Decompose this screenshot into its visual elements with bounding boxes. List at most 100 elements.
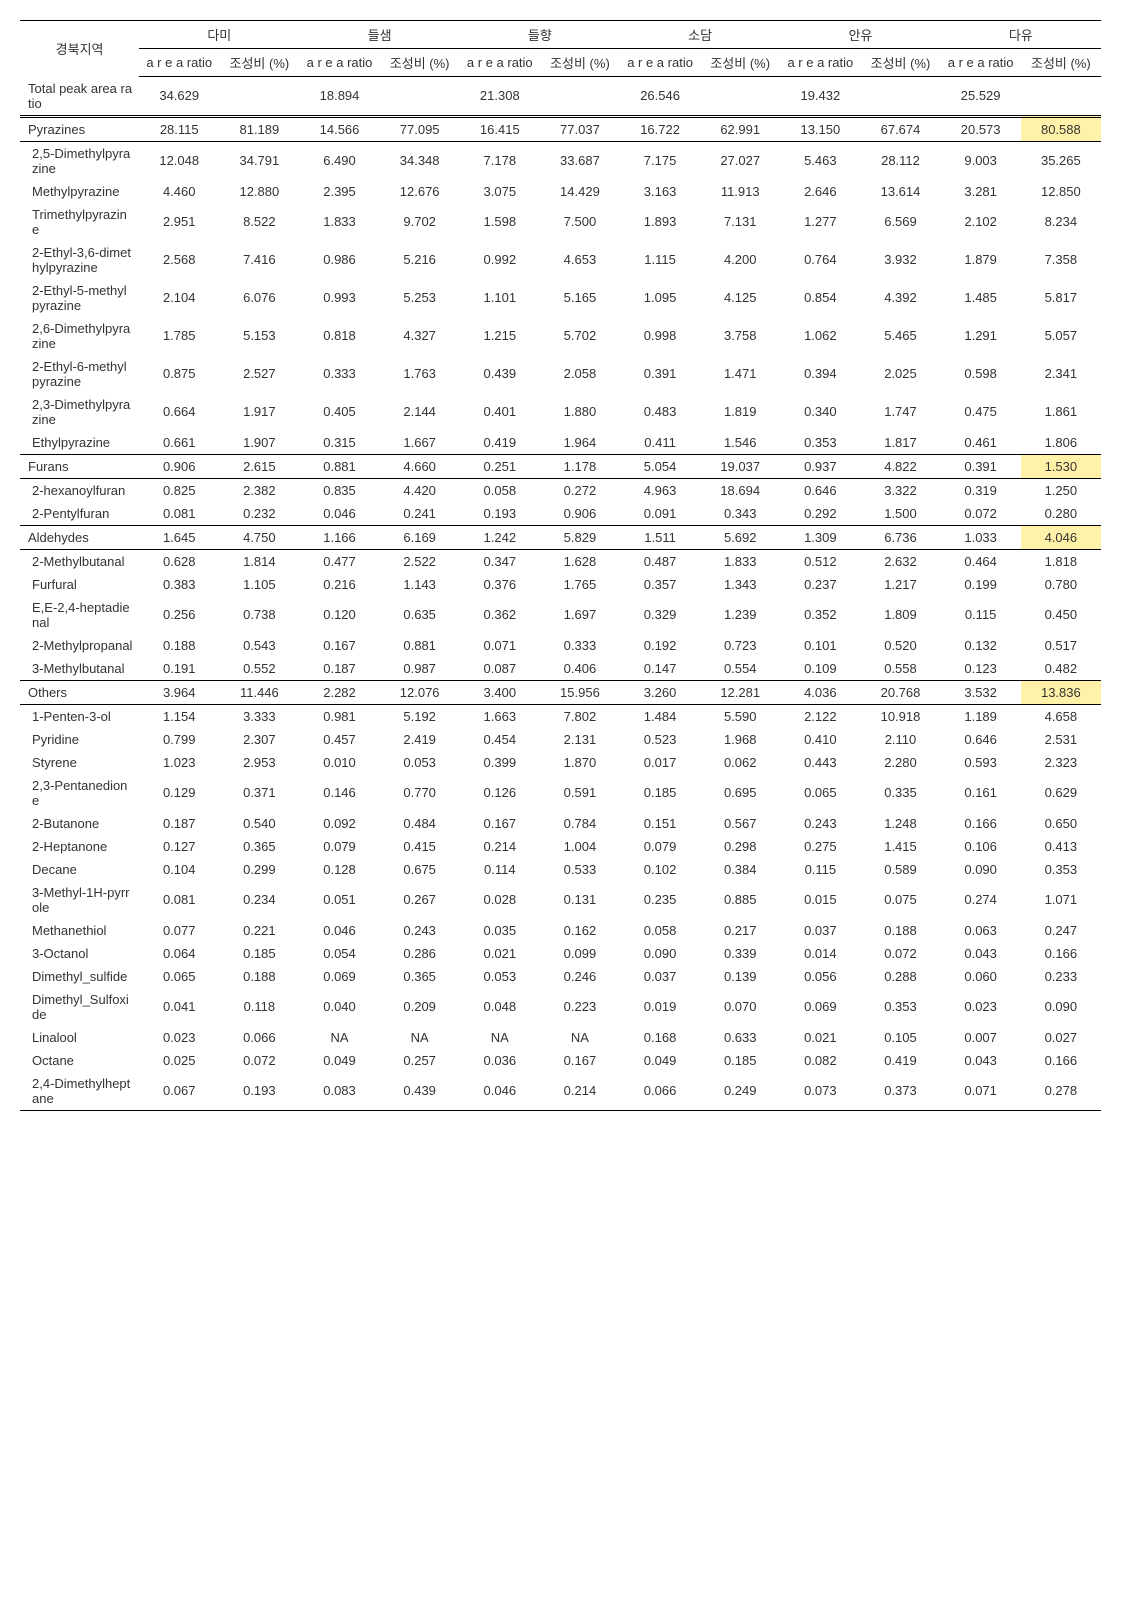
table-row: Decane0.1040.2990.1280.6750.1140.5330.10… [20,858,1101,881]
cell: 4.963 [620,478,700,502]
cell: 0.664 [139,393,219,431]
cell: 0.347 [460,549,540,573]
header-group-0: 다미 [139,21,299,49]
cell: 0.457 [299,728,379,751]
cell: 14.566 [299,116,379,141]
cell: 2.527 [219,355,299,393]
cell: 5.253 [380,279,460,317]
cell: 0.629 [1021,774,1101,812]
cell: 0.027 [1021,1026,1101,1049]
cell: 0.035 [460,919,540,942]
header-group-2: 들향 [460,21,620,49]
cell: 0.069 [780,988,860,1026]
cell: 1.806 [1021,431,1101,455]
row-label: Pyridine [20,728,139,751]
cell: 0.187 [299,657,379,681]
cell: 0.439 [380,1072,460,1111]
cell: 1.215 [460,317,540,355]
cell: 0.464 [941,549,1021,573]
table-row: Pyridine0.7992.3070.4572.4190.4542.1310.… [20,728,1101,751]
row-label: Furans [20,454,139,478]
cell: 4.420 [380,478,460,502]
cell: 0.241 [380,502,460,526]
cell: 0.072 [941,502,1021,526]
row-label: 2,4-Dimethylheptane [20,1072,139,1111]
table-row: 2-Methylpropanal0.1880.5430.1670.8810.07… [20,634,1101,657]
cell: 0.021 [780,1026,860,1049]
cell: 0.216 [299,573,379,596]
cell: 0.881 [299,454,379,478]
cell: 1.870 [540,751,620,774]
cell: 0.818 [299,317,379,355]
cell: 0.628 [139,549,219,573]
cell: 0.646 [780,478,860,502]
table-row: 3-Methylbutanal0.1910.5520.1870.9870.087… [20,657,1101,681]
cell: 1.062 [780,317,860,355]
cell: 2.951 [139,203,219,241]
cell: 5.057 [1021,317,1101,355]
cell: 1.248 [860,812,940,835]
cell: 0.986 [299,241,379,279]
cell: 12.676 [380,180,460,203]
cell: 6.169 [380,525,460,549]
row-label: Trimethylpyrazine [20,203,139,241]
cell: 0.246 [540,965,620,988]
cell: 0.101 [780,634,860,657]
table-row: Furfural0.3831.1050.2161.1430.3761.7650.… [20,573,1101,596]
table-row: 3-Octanol0.0640.1850.0540.2860.0210.0990… [20,942,1101,965]
cell: 3.758 [700,317,780,355]
cell: 0.193 [219,1072,299,1111]
cell: 77.037 [540,116,620,141]
cell: 0.115 [941,596,1021,634]
cell: 0.147 [620,657,700,681]
cell: 0.371 [219,774,299,812]
cell: 0.166 [1021,942,1101,965]
cell: 0.251 [460,454,540,478]
table-row: 2-Ethyl-3,6-dimethylpyrazine2.5687.4160.… [20,241,1101,279]
cell: 16.415 [460,116,540,141]
table-row: Ethylpyrazine0.6611.9070.3151.6670.4191.… [20,431,1101,455]
cell: 0.998 [620,317,700,355]
header-sub-pct: 조성비 (%) [219,49,299,77]
cell: 0.461 [941,431,1021,455]
cell: 0.825 [139,478,219,502]
cell: 0.335 [860,774,940,812]
cell: 0.373 [860,1072,940,1111]
cell: 0.046 [299,919,379,942]
cell: 0.223 [540,988,620,1026]
cell: 0.014 [780,942,860,965]
cell: 5.817 [1021,279,1101,317]
header-sub-area: a r e a ratio [941,49,1021,77]
cell: 0.483 [620,393,700,431]
cell: 11.446 [219,680,299,704]
cell: 0.256 [139,596,219,634]
cell: 1.765 [540,573,620,596]
cell: 2.341 [1021,355,1101,393]
cell: 0.091 [620,502,700,526]
cell: 3.532 [941,680,1021,704]
cell: 7.416 [219,241,299,279]
cell: 0.540 [219,812,299,835]
cell: 0.633 [700,1026,780,1049]
table-row: 2,3-Pentanedione0.1290.3710.1460.7700.12… [20,774,1101,812]
cell: 1.033 [941,525,1021,549]
cell: 1.242 [460,525,540,549]
cell: 0.058 [620,919,700,942]
row-label: Dimethyl_sulfide [20,965,139,988]
cell: 1.785 [139,317,219,355]
table-row: Linalool0.0230.066NANANANA0.1680.6330.02… [20,1026,1101,1049]
cell: 0.217 [700,919,780,942]
cell: 2.531 [1021,728,1101,751]
cell: 9.003 [941,141,1021,180]
cell: 0.127 [139,835,219,858]
cell: 0.274 [941,881,1021,919]
header-sub-area: a r e a ratio [780,49,860,77]
table-row: 2,5-Dimethylpyrazine12.04834.7916.49034.… [20,141,1101,180]
cell: 5.829 [540,525,620,549]
cell: 28.115 [139,116,219,141]
row-label: 3-Methylbutanal [20,657,139,681]
cell: 0.280 [1021,502,1101,526]
cell: 2.615 [219,454,299,478]
row-label: 2-Methylpropanal [20,634,139,657]
cell: 0.484 [380,812,460,835]
